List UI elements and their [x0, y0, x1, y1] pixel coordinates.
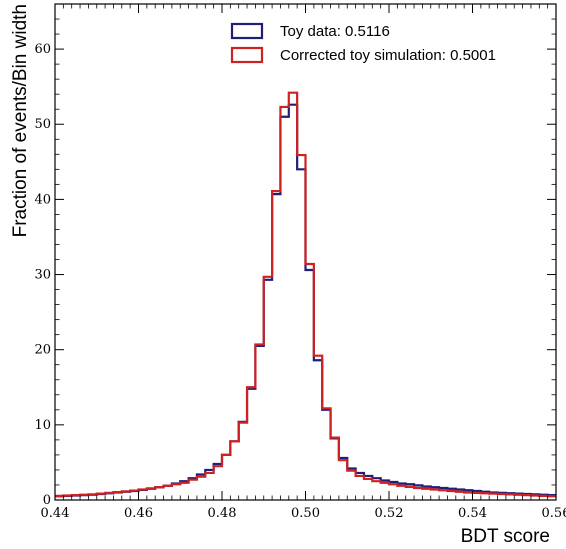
series-layer	[55, 91, 556, 498]
x-axis-title: BDT score	[461, 526, 550, 547]
legend: Toy data: 0.5116 Corrected toy simulation…	[230, 22, 496, 64]
ticks-layer: 0.44 0.46 0.48 0.50 0.52 0.54 0.56 0 10 20 30 40 50 6…	[34, 3, 566, 521]
x-tick-label: 0.50	[291, 506, 320, 521]
y-tick-label: 50	[34, 117, 51, 132]
legend-swatch	[230, 22, 264, 40]
legend-label: Corrected toy simulation: 0.5001	[280, 47, 496, 64]
y-tick-label: 10	[34, 418, 51, 433]
x-tick-label: 0.56	[542, 506, 566, 521]
y-tick-label: 40	[34, 192, 51, 207]
y-tick-label: 60	[34, 42, 51, 57]
legend-swatch	[230, 46, 264, 64]
y-tick-label: 30	[34, 268, 51, 283]
x-tick-label: 0.48	[208, 506, 237, 521]
y-axis-title: Fraction of events/Bin width	[10, 4, 31, 237]
x-tick-label: 0.52	[375, 506, 404, 521]
plot-frame	[54, 3, 557, 501]
y-tick-label: 0	[43, 493, 51, 508]
x-tick-label: 0.54	[458, 506, 487, 521]
x-tick-label: 0.44	[41, 506, 70, 521]
series-2-step-line	[55, 91, 556, 498]
x-tick-label: 0.46	[124, 506, 153, 521]
y-tick-label: 20	[34, 343, 51, 358]
legend-label: Toy data: 0.5116	[280, 23, 390, 40]
